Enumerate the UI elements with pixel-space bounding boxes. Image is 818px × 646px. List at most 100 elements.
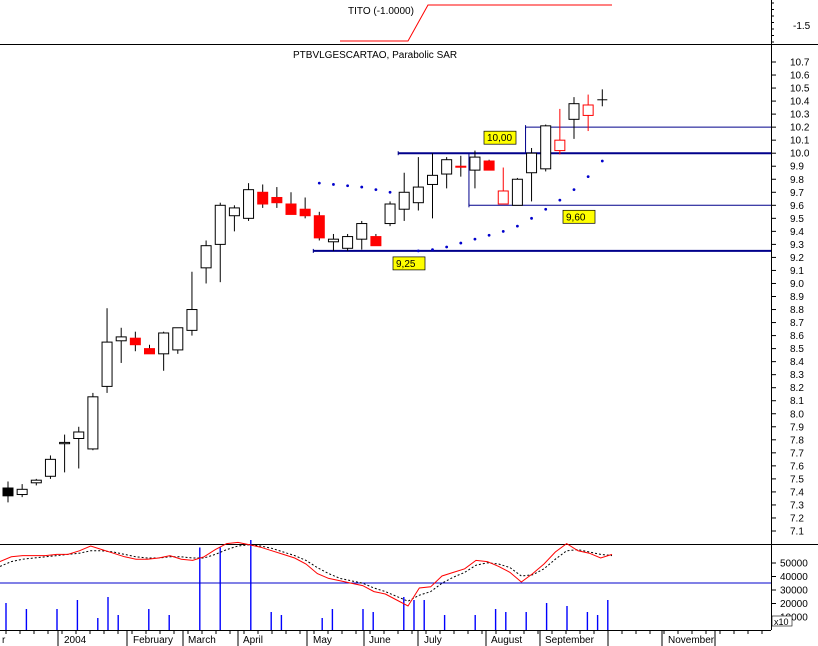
candle-body bbox=[568, 103, 580, 120]
x-axis-label: July bbox=[424, 635, 442, 646]
candle-body bbox=[511, 178, 523, 206]
price-tick-label: 10.4 bbox=[790, 97, 810, 108]
price-tick-label: 9.2 bbox=[790, 253, 804, 264]
price-tick-label: 8.8 bbox=[790, 305, 804, 316]
top-panel: TITO (-1.0000) -1.5 bbox=[0, 4, 818, 45]
candle-body bbox=[73, 431, 85, 440]
horizontal-levels bbox=[312, 125, 771, 253]
oscillator-signal bbox=[0, 544, 613, 602]
volume-tick-label: 40000 bbox=[780, 572, 808, 583]
sar-dot bbox=[317, 181, 321, 185]
sar-dot bbox=[388, 190, 392, 194]
price-tick-label: 8.1 bbox=[790, 396, 804, 407]
candle-body bbox=[200, 245, 212, 269]
top-panel-title: TITO (-1.0000) bbox=[348, 6, 414, 17]
price-tick-label: 7.2 bbox=[790, 513, 804, 524]
candle-body bbox=[370, 236, 382, 247]
sar-dot bbox=[445, 245, 449, 249]
candle-body bbox=[299, 208, 311, 217]
price-tick-label: 10.6 bbox=[790, 71, 810, 82]
volume-bars bbox=[5, 540, 609, 630]
annotation-box bbox=[562, 209, 596, 224]
price-tick-label: 9.6 bbox=[790, 201, 804, 212]
candle-body bbox=[115, 336, 127, 342]
price-tick-label: 7.5 bbox=[790, 474, 804, 485]
price-tick-label: 8.7 bbox=[790, 318, 804, 329]
lower-panel: 50000 40000 30000 20000 10000 x10 bbox=[0, 540, 818, 630]
x-axis-label: August bbox=[491, 635, 522, 646]
price-tick-label: 9.0 bbox=[790, 279, 804, 290]
candle-body bbox=[101, 341, 113, 387]
x-axis-label: May bbox=[313, 635, 332, 646]
price-tick-label: 10.1 bbox=[790, 136, 810, 147]
price-tick-label: 8.6 bbox=[790, 331, 804, 342]
price-tick-label: 9.4 bbox=[790, 227, 804, 238]
price-tick-label: 8.0 bbox=[790, 409, 804, 420]
annotation-label: 9,60 bbox=[566, 212, 586, 223]
candle-body bbox=[158, 332, 170, 355]
candle-body bbox=[271, 196, 283, 204]
x-axis-label: April bbox=[243, 635, 263, 646]
volume-tick-label: 50000 bbox=[780, 559, 808, 570]
sar-dot bbox=[431, 248, 434, 252]
sar-dot bbox=[487, 233, 491, 237]
level-annotations: 10,00 9,60 9,25 bbox=[392, 130, 596, 271]
price-tick-label: 10.2 bbox=[790, 123, 810, 134]
candle-body bbox=[469, 156, 481, 171]
candle-body bbox=[243, 189, 255, 219]
sar-dot bbox=[558, 198, 562, 202]
main-panel: PTBVLGESCARTAO, Parabolic SAR 7.17.27.37… bbox=[2, 0, 810, 630]
sar-dot bbox=[459, 241, 463, 245]
price-tick-label: 7.3 bbox=[790, 500, 804, 511]
price-tick-label: 9.1 bbox=[790, 266, 804, 277]
x-axis-label: November bbox=[668, 635, 715, 646]
candle-body bbox=[526, 152, 538, 174]
candle-body bbox=[228, 207, 240, 217]
price-tick-label: 8.9 bbox=[790, 292, 804, 303]
sar-dot bbox=[416, 249, 420, 253]
candle-body bbox=[214, 204, 226, 245]
volume-tick-label: 10000 bbox=[780, 613, 808, 624]
volume-tick-label: 20000 bbox=[780, 599, 808, 610]
x-axis-label: r bbox=[2, 635, 6, 646]
sar-dot bbox=[332, 183, 335, 186]
sar-dot bbox=[572, 188, 576, 192]
top-panel-right-label: -1.5 bbox=[793, 21, 811, 32]
price-tick-label: 8.3 bbox=[790, 370, 804, 381]
main-panel-title: PTBVLGESCARTAO, Parabolic SAR bbox=[293, 50, 457, 61]
candle-body bbox=[257, 191, 269, 205]
oscillator-line bbox=[0, 541, 613, 607]
candle-body bbox=[129, 337, 141, 346]
annotation-label: 9,25 bbox=[396, 259, 416, 270]
price-tick-label: 10.7 bbox=[790, 58, 810, 69]
volume-multiplier: x10 bbox=[774, 617, 789, 627]
sar-dot bbox=[473, 237, 477, 241]
volume-tick-label: 30000 bbox=[780, 586, 808, 597]
candle-body bbox=[44, 458, 56, 477]
candle-body bbox=[356, 223, 368, 240]
candle-body bbox=[59, 441, 71, 445]
x-axis-label: June bbox=[369, 635, 391, 646]
sar-dot bbox=[600, 159, 604, 163]
candle-body bbox=[540, 125, 552, 170]
candle-body bbox=[455, 165, 467, 168]
price-axis: 7.1 7.2 7.3 7.4 7.5 7.6 7.7 7.8 7.9 8.0 8.1 8.2 8.3 8… bbox=[771, 2, 810, 538]
x-axis: r 2004 February March April May June July August… bbox=[0, 630, 771, 646]
candle-body bbox=[483, 160, 495, 171]
price-tick-label: 10.5 bbox=[790, 84, 810, 95]
volume-axis: 50000 40000 30000 20000 10000 bbox=[771, 559, 808, 624]
price-tick-label: 8.2 bbox=[790, 383, 804, 394]
annotation-box bbox=[483, 130, 517, 145]
price-tick-label: 9.7 bbox=[790, 188, 804, 199]
candle-body bbox=[412, 186, 424, 204]
candle-body bbox=[2, 487, 14, 497]
sar-dot bbox=[360, 185, 364, 189]
sar-dot bbox=[516, 224, 519, 228]
candle-body bbox=[285, 203, 297, 215]
candle-body bbox=[172, 327, 184, 351]
price-tick-label: 8.4 bbox=[790, 357, 804, 368]
price-tick-label: 7.8 bbox=[790, 435, 804, 446]
tito-line bbox=[340, 4, 612, 42]
price-tick-label: 9.9 bbox=[790, 162, 804, 173]
sar-dot bbox=[501, 229, 505, 233]
